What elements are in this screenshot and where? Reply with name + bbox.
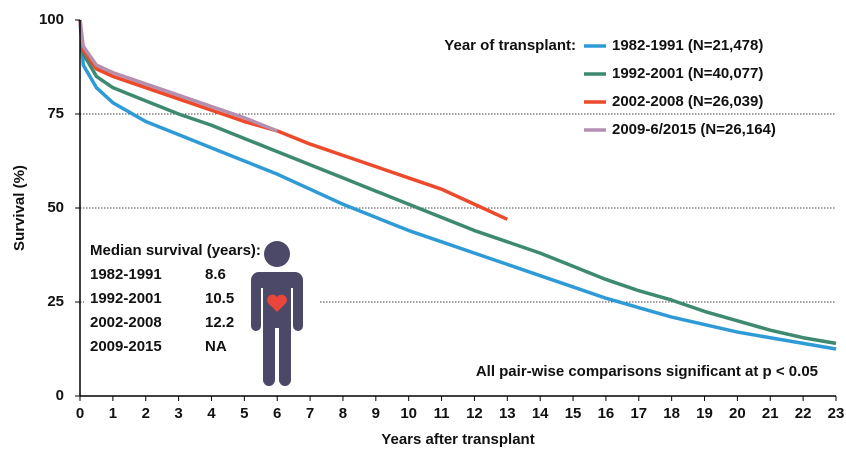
x-tick-label: 20: [729, 405, 746, 422]
x-tick-label: 13: [499, 405, 516, 422]
median-period: 2002-2008: [90, 314, 162, 331]
x-tick-label: 18: [663, 405, 680, 422]
x-tick-label: 1: [109, 405, 117, 422]
x-tick-label: 21: [762, 405, 779, 422]
median-value: 8.6: [205, 266, 226, 283]
x-tick-label: 17: [630, 405, 647, 422]
legend-label: 1992-2001 (N=40,077): [612, 65, 763, 82]
x-tick-label: 3: [174, 405, 182, 422]
x-tick-label: 9: [372, 405, 380, 422]
x-tick-label: 16: [598, 405, 615, 422]
y-tick-label: 25: [47, 293, 64, 310]
legend-label: 2002-2008 (N=26,039): [612, 93, 763, 110]
x-tick-label: 12: [466, 405, 483, 422]
legend-label: 2009-6/2015 (N=26,164): [612, 121, 776, 138]
x-tick-label: 4: [207, 405, 216, 422]
x-tick-label: 19: [696, 405, 713, 422]
x-tick-label: 0: [76, 405, 84, 422]
x-tick-label: 10: [400, 405, 417, 422]
x-tick-label: 7: [306, 405, 314, 422]
y-tick-label: 100: [39, 11, 64, 28]
legend-label: 1982-1991 (N=21,478): [612, 37, 763, 54]
series-line: [78, 19, 278, 133]
legend-title: Year of transplant:: [444, 37, 576, 54]
median-value: 12.2: [205, 314, 234, 331]
median-period: 1992-2001: [90, 290, 162, 307]
y-axis-label: Survival (%): [11, 165, 28, 251]
median-value: 10.5: [205, 290, 234, 307]
lines: [78, 19, 837, 351]
person-icon: [251, 241, 303, 386]
median-period: 2009-2015: [90, 338, 162, 355]
x-tick-label: 11: [434, 405, 450, 422]
y-tick-label: 75: [47, 105, 64, 122]
x-tick-label: 2: [142, 405, 150, 422]
series-line: [78, 19, 837, 346]
series-line: [78, 19, 837, 351]
x-tick-label: 8: [339, 405, 347, 422]
y-tick-label: 0: [56, 387, 64, 404]
x-tick-label: 5: [240, 405, 248, 422]
x-tick-label: 15: [565, 405, 582, 422]
median-period: 1982-1991: [90, 266, 162, 283]
x-tick-label: 23: [828, 405, 845, 422]
median-title: Median survival (years):: [90, 242, 261, 259]
x-tick-label: 6: [273, 405, 281, 422]
annotation: All pair-wise comparisons significant at…: [476, 363, 818, 380]
median-value: NA: [205, 338, 227, 355]
x-tick-label: 22: [795, 405, 812, 422]
x-axis-label: Years after transplant: [381, 431, 534, 448]
y-tick-label: 50: [47, 199, 64, 216]
x-tick-label: 14: [532, 405, 549, 422]
